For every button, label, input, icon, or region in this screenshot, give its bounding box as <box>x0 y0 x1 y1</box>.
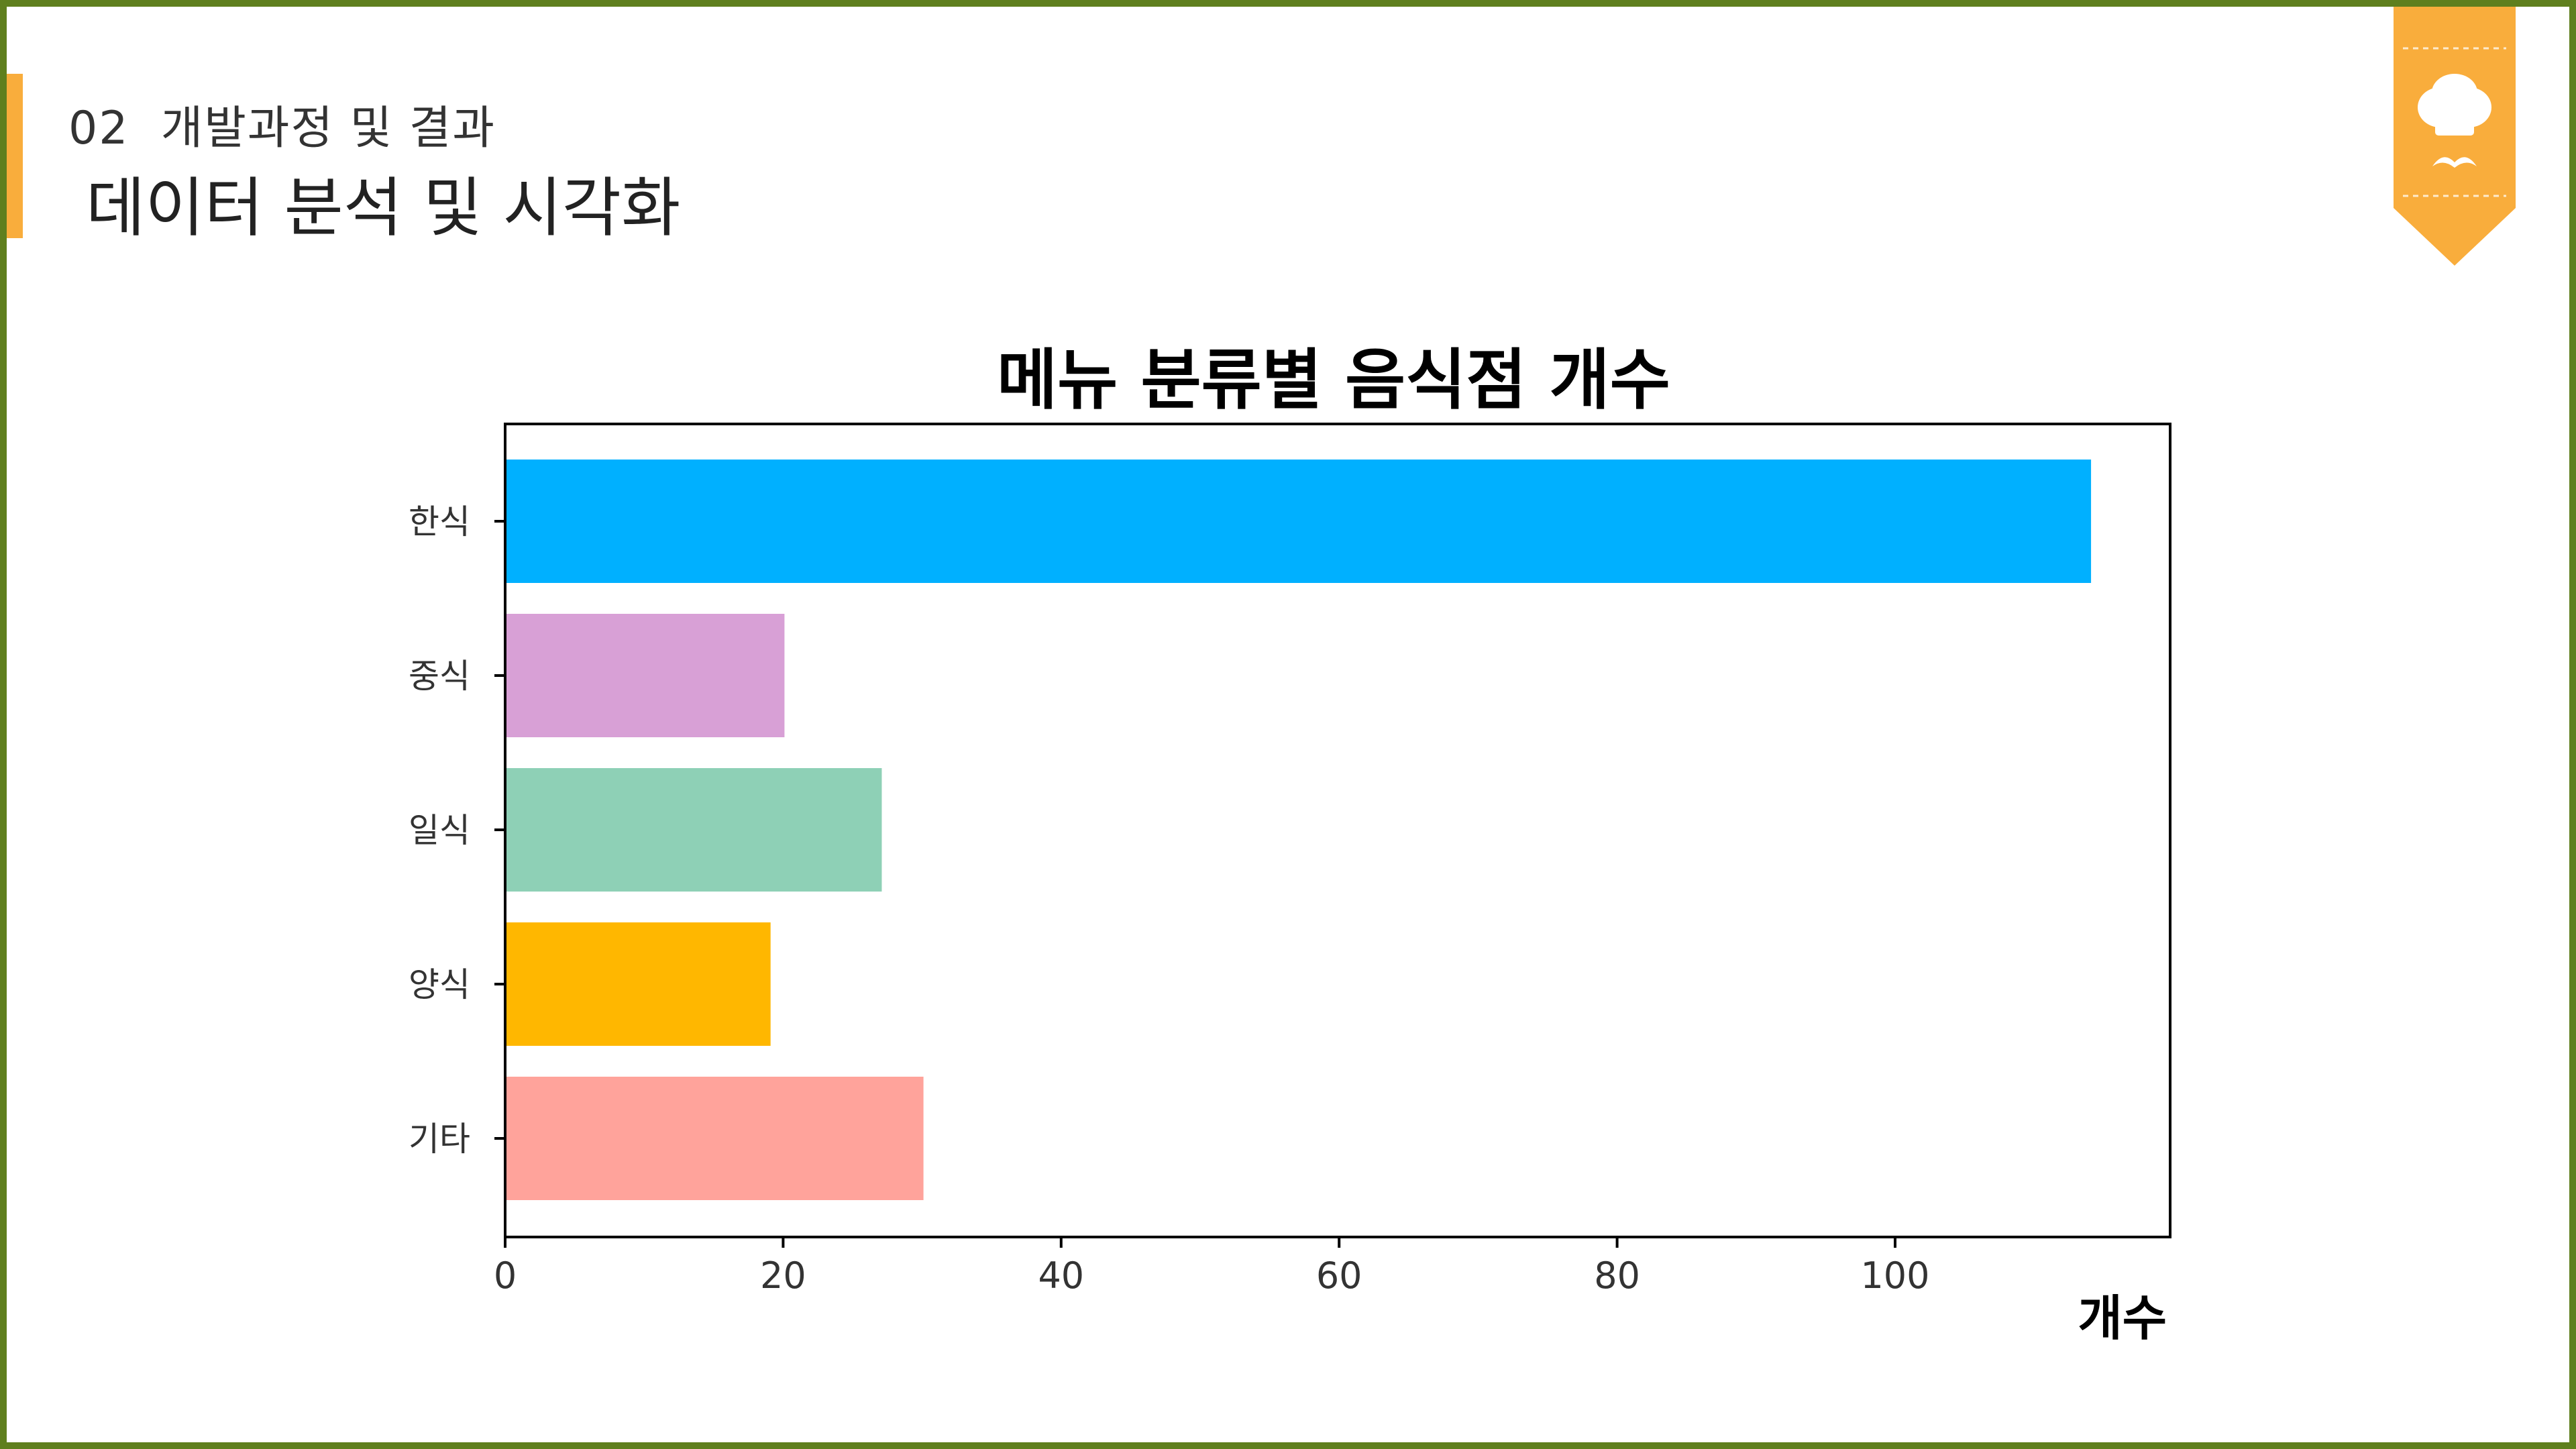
chart-title: 메뉴 분류별 음식점 개수 <box>997 342 1670 419</box>
x-tick-label: 60 <box>1316 1254 1362 1297</box>
page-title: 데이터 분석 및 시각화 <box>86 170 681 246</box>
y-tick-label: 한식 <box>409 502 470 541</box>
chef-hat-mustache-icon <box>2394 7 2516 266</box>
x-axis-label: 개수 <box>2078 1290 2167 1346</box>
y-tick-label: 일식 <box>409 811 470 850</box>
x-tick-label: 40 <box>1038 1254 1084 1297</box>
y-tick-label: 기타 <box>409 1120 470 1159</box>
bar-4 <box>506 922 771 1046</box>
x-tick-label: 0 <box>494 1254 517 1297</box>
bar-3 <box>506 768 882 892</box>
bar-2 <box>506 614 785 737</box>
accent-bar <box>7 74 23 238</box>
x-tick-label: 80 <box>1594 1254 1640 1297</box>
x-tick-label: 20 <box>760 1254 806 1297</box>
y-tick-label: 양식 <box>409 965 470 1004</box>
x-tick-label: 100 <box>1860 1254 1929 1297</box>
section-label: 02 개발과정 및 결과 <box>68 102 496 155</box>
bar-5 <box>506 1077 924 1200</box>
bar-1 <box>506 460 2092 583</box>
y-tick-label: 중식 <box>409 657 470 696</box>
